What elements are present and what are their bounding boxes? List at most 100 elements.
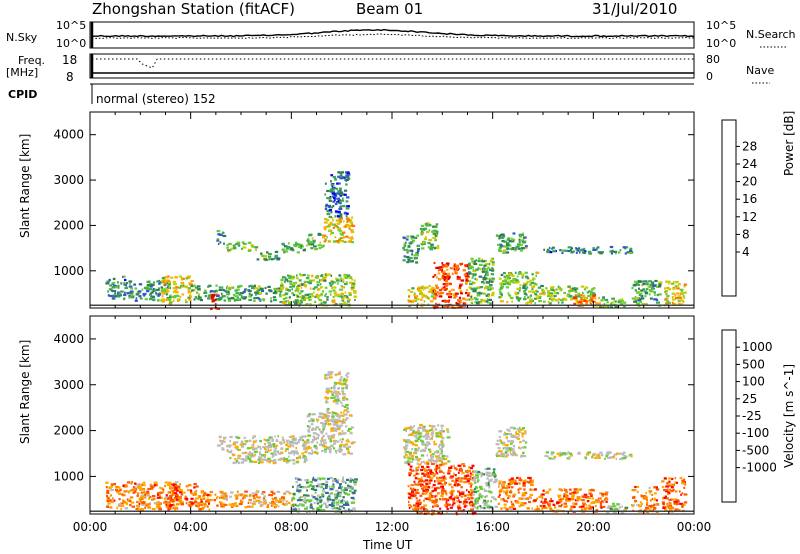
velocity-cell xyxy=(666,502,669,505)
power-cell xyxy=(275,254,278,257)
velocity-cell xyxy=(338,432,341,435)
velocity-cell xyxy=(619,458,623,461)
power-cell xyxy=(498,246,502,249)
power-cell xyxy=(303,280,307,283)
power-cell xyxy=(470,295,473,299)
velocity-cell xyxy=(141,488,146,491)
power-cell xyxy=(227,249,230,252)
power-cell xyxy=(345,217,348,220)
velocity-colorbar-tick-label: -100 xyxy=(742,426,769,440)
power-cell xyxy=(328,199,332,202)
power-cell xyxy=(564,298,568,301)
velocity-cell xyxy=(541,506,545,509)
velocity-cell xyxy=(524,479,527,482)
power-cell xyxy=(508,294,511,297)
velocity-cell xyxy=(534,508,539,511)
velocity-cell xyxy=(209,490,213,494)
power-cell xyxy=(411,253,413,256)
velocity-cell xyxy=(510,500,513,503)
velocity-cell xyxy=(476,480,479,483)
power-cell xyxy=(353,279,356,282)
velocity-cell xyxy=(216,497,218,500)
power-cell xyxy=(333,240,337,243)
power-cell xyxy=(188,282,192,285)
velocity-cell xyxy=(343,491,346,494)
power-cell xyxy=(340,285,343,288)
power-cell xyxy=(535,274,537,278)
velocity-cell xyxy=(420,511,423,514)
velocity-cell xyxy=(423,504,427,507)
velocity-cell xyxy=(458,492,461,495)
power-cell xyxy=(479,286,484,289)
power-cell xyxy=(517,297,522,300)
power-cell xyxy=(302,298,306,301)
velocity-cell xyxy=(296,486,300,489)
power-cell xyxy=(314,248,318,251)
velocity-cell xyxy=(671,506,674,509)
power-cell xyxy=(300,274,304,277)
velocity-cell xyxy=(408,504,411,507)
velocity-cell xyxy=(338,492,342,495)
velocity-cell xyxy=(243,436,246,440)
velocity-cell xyxy=(338,371,342,374)
velocity-cell xyxy=(592,489,595,492)
velocity-cell xyxy=(332,387,336,390)
power-cell xyxy=(442,305,445,308)
velocity-cell xyxy=(233,504,236,507)
velocity-cell xyxy=(175,494,179,497)
power-cell xyxy=(483,300,486,303)
velocity-colorbar-tick-label: -500 xyxy=(742,443,769,457)
power-cell xyxy=(481,281,485,284)
velocity-cell xyxy=(310,418,313,421)
velocity-cell xyxy=(416,431,420,434)
velocity-cell xyxy=(519,447,522,450)
power-cell xyxy=(345,215,348,218)
velocity-cell xyxy=(172,486,177,489)
power-cell xyxy=(198,296,201,299)
power-cell xyxy=(452,293,455,296)
power-cell xyxy=(557,301,560,304)
velocity-cell xyxy=(289,441,293,444)
power-cell xyxy=(309,303,312,306)
velocity-cell xyxy=(325,390,330,393)
power-cell xyxy=(222,288,225,292)
power-cell xyxy=(299,299,303,302)
power-cell xyxy=(344,303,348,306)
power-cell xyxy=(467,262,471,265)
velocity-cell xyxy=(417,466,420,469)
velocity-cell xyxy=(474,487,477,491)
velocity-cell xyxy=(616,452,620,455)
velocity-cell xyxy=(348,508,350,511)
velocity-cell xyxy=(446,428,449,431)
power-cell xyxy=(248,298,253,302)
velocity-cell xyxy=(344,488,348,491)
velocity-cell xyxy=(252,437,255,440)
velocity-cell xyxy=(431,490,434,493)
velocity-cell xyxy=(349,452,353,455)
power-cell xyxy=(222,295,226,298)
velocity-cell xyxy=(203,491,206,494)
power-cell xyxy=(472,273,475,276)
velocity-cell xyxy=(283,492,286,495)
power-cell xyxy=(570,249,572,252)
velocity-cell xyxy=(484,495,487,499)
velocity-cell xyxy=(203,505,206,508)
power-cell xyxy=(407,245,411,248)
velocity-cell xyxy=(286,441,289,444)
velocity-cell xyxy=(199,500,202,503)
velocity-cell xyxy=(580,508,584,511)
velocity-cell xyxy=(641,502,643,505)
velocity-cell xyxy=(275,444,278,447)
power-cell xyxy=(306,244,309,247)
velocity-cell xyxy=(410,489,414,492)
power-cell xyxy=(488,285,491,288)
velocity-cell xyxy=(459,477,461,480)
power-cell xyxy=(556,292,560,295)
power-cell xyxy=(261,254,265,257)
power-cell xyxy=(543,293,546,296)
velocity-cell xyxy=(515,501,520,504)
power-cell xyxy=(436,276,438,279)
velocity-cell xyxy=(147,487,152,491)
velocity-cell xyxy=(668,480,671,483)
velocity-cell xyxy=(609,456,613,459)
